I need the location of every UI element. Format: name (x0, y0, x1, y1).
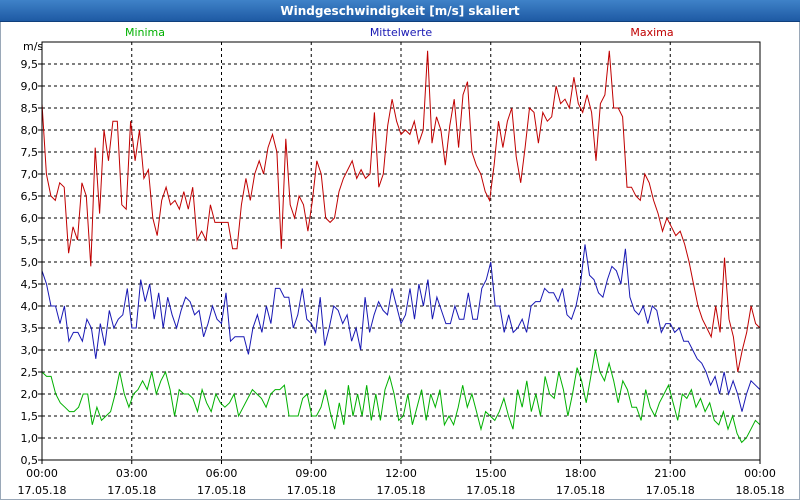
y-axis-unit-label: m/s (23, 40, 43, 53)
x-tick-date: 17.05.18 (556, 484, 605, 497)
y-tick-label: 5,0 (21, 256, 39, 269)
x-tick-time: 15:00 (475, 467, 507, 480)
y-tick-label: 3,5 (21, 322, 39, 335)
x-tick-time: 09:00 (295, 467, 327, 480)
series-line-minima (41, 349, 761, 444)
series-line-mittelwerte (41, 244, 761, 412)
x-tick-date: 17.05.18 (377, 484, 426, 497)
x-tick-date: 18.05.18 (736, 484, 785, 497)
y-tick-label: 2,5 (21, 366, 39, 379)
legend-mittelwerte: Mittelwerte (370, 26, 433, 39)
y-tick-label: 9,0 (21, 80, 39, 93)
y-tick-label: 3,0 (21, 344, 39, 357)
y-tick-label: 0,5 (21, 454, 39, 467)
y-tick-label: 5,5 (21, 234, 39, 247)
y-tick-label: 4,0 (21, 300, 39, 313)
x-tick-date: 17.05.18 (646, 484, 695, 497)
x-tick-date: 17.05.18 (287, 484, 336, 497)
x-tick-time: 06:00 (206, 467, 238, 480)
legend-maxima: Maxima (630, 26, 673, 39)
plot-border (41, 41, 761, 461)
y-tick-label: 6,0 (21, 212, 39, 225)
y-tick-label: 1,5 (21, 410, 39, 423)
series-line-maxima (41, 50, 761, 373)
x-tick-date: 17.05.18 (18, 484, 67, 497)
y-tick-label: 7,0 (21, 168, 39, 181)
x-tick-time: 12:00 (385, 467, 417, 480)
y-tick-label: 8,0 (21, 124, 39, 137)
x-tick-time: 00:00 (744, 467, 776, 480)
x-tick-time: 03:00 (116, 467, 148, 480)
x-tick-date: 17.05.18 (197, 484, 246, 497)
y-tick-label: 7,5 (21, 146, 39, 159)
y-tick-label: 4,5 (21, 278, 39, 291)
y-tick-label: 9,5 (21, 58, 39, 71)
y-tick-label: 6,5 (21, 190, 39, 203)
y-tick-label: 2,0 (21, 388, 39, 401)
y-tick-label: 1,0 (21, 432, 39, 445)
x-tick-time: 21:00 (654, 467, 686, 480)
y-tick-label: 8,5 (21, 102, 39, 115)
legend-minima: Minima (125, 26, 165, 39)
x-tick-time: 18:00 (565, 467, 597, 480)
x-tick-date: 17.05.18 (466, 484, 515, 497)
x-tick-date: 17.05.18 (107, 484, 156, 497)
x-tick-time: 00:00 (26, 467, 58, 480)
window-title: Windgeschwindigkeit [m/s] skaliert (0, 0, 800, 22)
